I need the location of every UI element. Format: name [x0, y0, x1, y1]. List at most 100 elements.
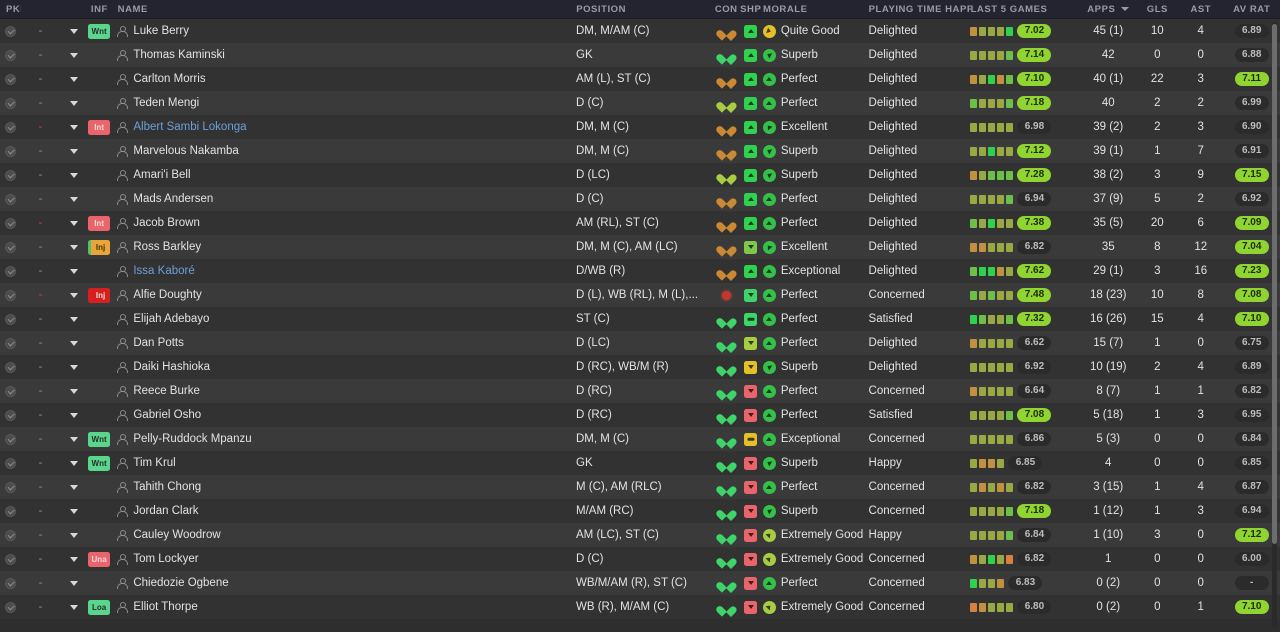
- table-row[interactable]: - Int Jacob Brown AM (RL), ST (C) Perfect Del…: [0, 211, 1280, 235]
- column-header-last-5-games[interactable]: LAST 5 GAMES: [970, 3, 1048, 15]
- inf-cell[interactable]: Wnt: [87, 431, 112, 447]
- player-name[interactable]: Issa Kaboré: [133, 265, 195, 277]
- inf-cell[interactable]: Int: [87, 215, 112, 231]
- player-name-cell[interactable]: Elliot Thorpe: [111, 601, 576, 613]
- pkd-checkbox[interactable]: [0, 409, 21, 421]
- pkd-checkbox[interactable]: [0, 337, 21, 349]
- player-name-cell[interactable]: Tahith Chong: [111, 481, 576, 493]
- player-name-cell[interactable]: Pelly-Ruddock Mpanzu: [111, 433, 576, 445]
- player-name[interactable]: Teden Mengi: [133, 97, 200, 109]
- player-name[interactable]: Tahith Chong: [133, 481, 202, 493]
- player-name[interactable]: Alfie Doughty: [133, 289, 202, 301]
- row-expand-button[interactable]: [60, 532, 86, 538]
- player-name-cell[interactable]: Reece Burke: [111, 385, 576, 397]
- row-expand-button[interactable]: [60, 388, 86, 394]
- inf-cell[interactable]: Wnt: [87, 455, 112, 471]
- inf-badge[interactable]: Wnt: [88, 23, 111, 39]
- player-name-cell[interactable]: Issa Kaboré: [111, 265, 576, 277]
- table-row[interactable]: - Inj Ross Barkley DM, M (C), AM (LC) Excell…: [0, 235, 1280, 259]
- row-expand-button[interactable]: [60, 220, 86, 226]
- pkd-checkbox[interactable]: [0, 97, 21, 109]
- pkd-checkbox[interactable]: [0, 121, 21, 133]
- pkd-checkbox[interactable]: [0, 601, 21, 613]
- player-name-cell[interactable]: Elijah Adebayo: [111, 313, 576, 325]
- player-name-cell[interactable]: Teden Mengi: [111, 97, 576, 109]
- player-name[interactable]: Marvelous Nakamba: [133, 145, 239, 157]
- pkd-checkbox[interactable]: [0, 505, 21, 517]
- pkd-checkbox[interactable]: [0, 49, 21, 61]
- player-name-cell[interactable]: Cauley Woodrow: [111, 529, 576, 541]
- row-expand-button[interactable]: [60, 412, 86, 418]
- column-header-con[interactable]: CON: [714, 3, 738, 15]
- player-name[interactable]: Cauley Woodrow: [133, 529, 221, 541]
- table-row[interactable]: - Loa Elliot Thorpe WB (R), M/AM (C) Extreme…: [0, 595, 1280, 619]
- player-name[interactable]: Dan Potts: [133, 337, 184, 349]
- row-expand-button[interactable]: [60, 28, 86, 34]
- inf-cell[interactable]: Una: [87, 551, 112, 567]
- pkd-checkbox[interactable]: [0, 25, 21, 37]
- table-row[interactable]: - Cauley Woodrow AM (LC), ST (C) Extremely …: [0, 523, 1280, 547]
- column-header-av-rat[interactable]: AV RAT: [1233, 3, 1271, 15]
- player-name[interactable]: Reece Burke: [133, 385, 200, 397]
- row-expand-button[interactable]: [60, 124, 86, 130]
- table-row[interactable]: - Mads Andersen D (C) Perfect Delighted 6.94 3…: [0, 187, 1280, 211]
- player-name[interactable]: Carlton Morris: [133, 73, 206, 85]
- inf-badge[interactable]: Wnt: [88, 431, 111, 447]
- player-name-cell[interactable]: Daiki Hashioka: [111, 361, 576, 373]
- inf-cell[interactable]: Loa: [87, 599, 112, 615]
- player-name[interactable]: Jacob Brown: [133, 217, 200, 229]
- table-row[interactable]: - Marvelous Nakamba DM, M (C) Superb Delight…: [0, 139, 1280, 163]
- row-expand-button[interactable]: [60, 100, 86, 106]
- column-header-playing-time-happiness[interactable]: PLAYING TIME HAPPINESS: [868, 3, 971, 15]
- table-row[interactable]: - Teden Mengi D (C) Perfect Delighted 7.18 40 2…: [0, 91, 1280, 115]
- player-name[interactable]: Mads Andersen: [133, 193, 214, 205]
- inf-badge[interactable]: Loa: [88, 599, 111, 615]
- pkd-checkbox[interactable]: [0, 241, 21, 253]
- pkd-checkbox[interactable]: [0, 529, 21, 541]
- player-name-cell[interactable]: Ross Barkley: [111, 241, 576, 253]
- pkd-checkbox[interactable]: [0, 433, 21, 445]
- column-header-shp[interactable]: SHP: [740, 3, 762, 15]
- pkd-checkbox[interactable]: [0, 577, 21, 589]
- row-expand-button[interactable]: [60, 364, 86, 370]
- player-name-cell[interactable]: Amari'i Bell: [111, 169, 576, 181]
- row-expand-button[interactable]: [60, 484, 86, 490]
- pkd-checkbox[interactable]: [0, 169, 21, 181]
- pkd-checkbox[interactable]: [0, 385, 21, 397]
- row-expand-button[interactable]: [60, 436, 86, 442]
- row-expand-button[interactable]: [60, 604, 86, 610]
- row-expand-button[interactable]: [60, 196, 86, 202]
- row-expand-button[interactable]: [60, 148, 86, 154]
- player-name[interactable]: Daiki Hashioka: [133, 361, 211, 373]
- row-expand-button[interactable]: [60, 316, 86, 322]
- table-row[interactable]: - Wnt Luke Berry DM, M/AM (C) Quite Good Deli…: [0, 19, 1280, 43]
- player-name[interactable]: Luke Berry: [133, 25, 189, 37]
- player-name-cell[interactable]: Marvelous Nakamba: [111, 145, 576, 157]
- player-name-cell[interactable]: Dan Potts: [111, 337, 576, 349]
- pkd-checkbox[interactable]: [0, 481, 21, 493]
- player-name-cell[interactable]: Tom Lockyer: [111, 553, 576, 565]
- row-expand-button[interactable]: [60, 52, 86, 58]
- table-row[interactable]: - Elijah Adebayo ST (C) Perfect Satisfied 7.3…: [0, 307, 1280, 331]
- inf-badge[interactable]: Int: [88, 215, 111, 231]
- table-row[interactable]: - Wnt Tim Krul GK Superb Happy 6.85 4 0 0 6.85: [0, 451, 1280, 475]
- row-expand-button[interactable]: [60, 580, 86, 586]
- table-row[interactable]: - Daiki Hashioka D (RC), WB/M (R) Superb Del…: [0, 355, 1280, 379]
- row-expand-button[interactable]: [60, 292, 86, 298]
- player-name-cell[interactable]: Tim Krul: [111, 457, 576, 469]
- scrollbar-thumb[interactable]: [1272, 24, 1277, 544]
- inf-cell[interactable]: Int: [87, 119, 112, 135]
- row-expand-button[interactable]: [60, 460, 86, 466]
- player-name[interactable]: Jordan Clark: [133, 505, 199, 517]
- column-header-morale[interactable]: MORALE: [763, 3, 808, 15]
- player-name[interactable]: Thomas Kaminski: [133, 49, 225, 61]
- pkd-checkbox[interactable]: [0, 145, 21, 157]
- player-name[interactable]: Ross Barkley: [133, 241, 202, 253]
- table-row[interactable]: - Jordan Clark M/AM (RC) Superb Concerned 7.1…: [0, 499, 1280, 523]
- row-expand-button[interactable]: [60, 340, 86, 346]
- player-name-cell[interactable]: Chiedozie Ogbene: [111, 577, 576, 589]
- pkd-checkbox[interactable]: [0, 553, 21, 565]
- table-row[interactable]: - Reece Burke D (RC) Perfect Concerned 6.64 8 …: [0, 379, 1280, 403]
- player-name[interactable]: Tom Lockyer: [133, 553, 199, 565]
- pkd-checkbox[interactable]: [0, 361, 21, 373]
